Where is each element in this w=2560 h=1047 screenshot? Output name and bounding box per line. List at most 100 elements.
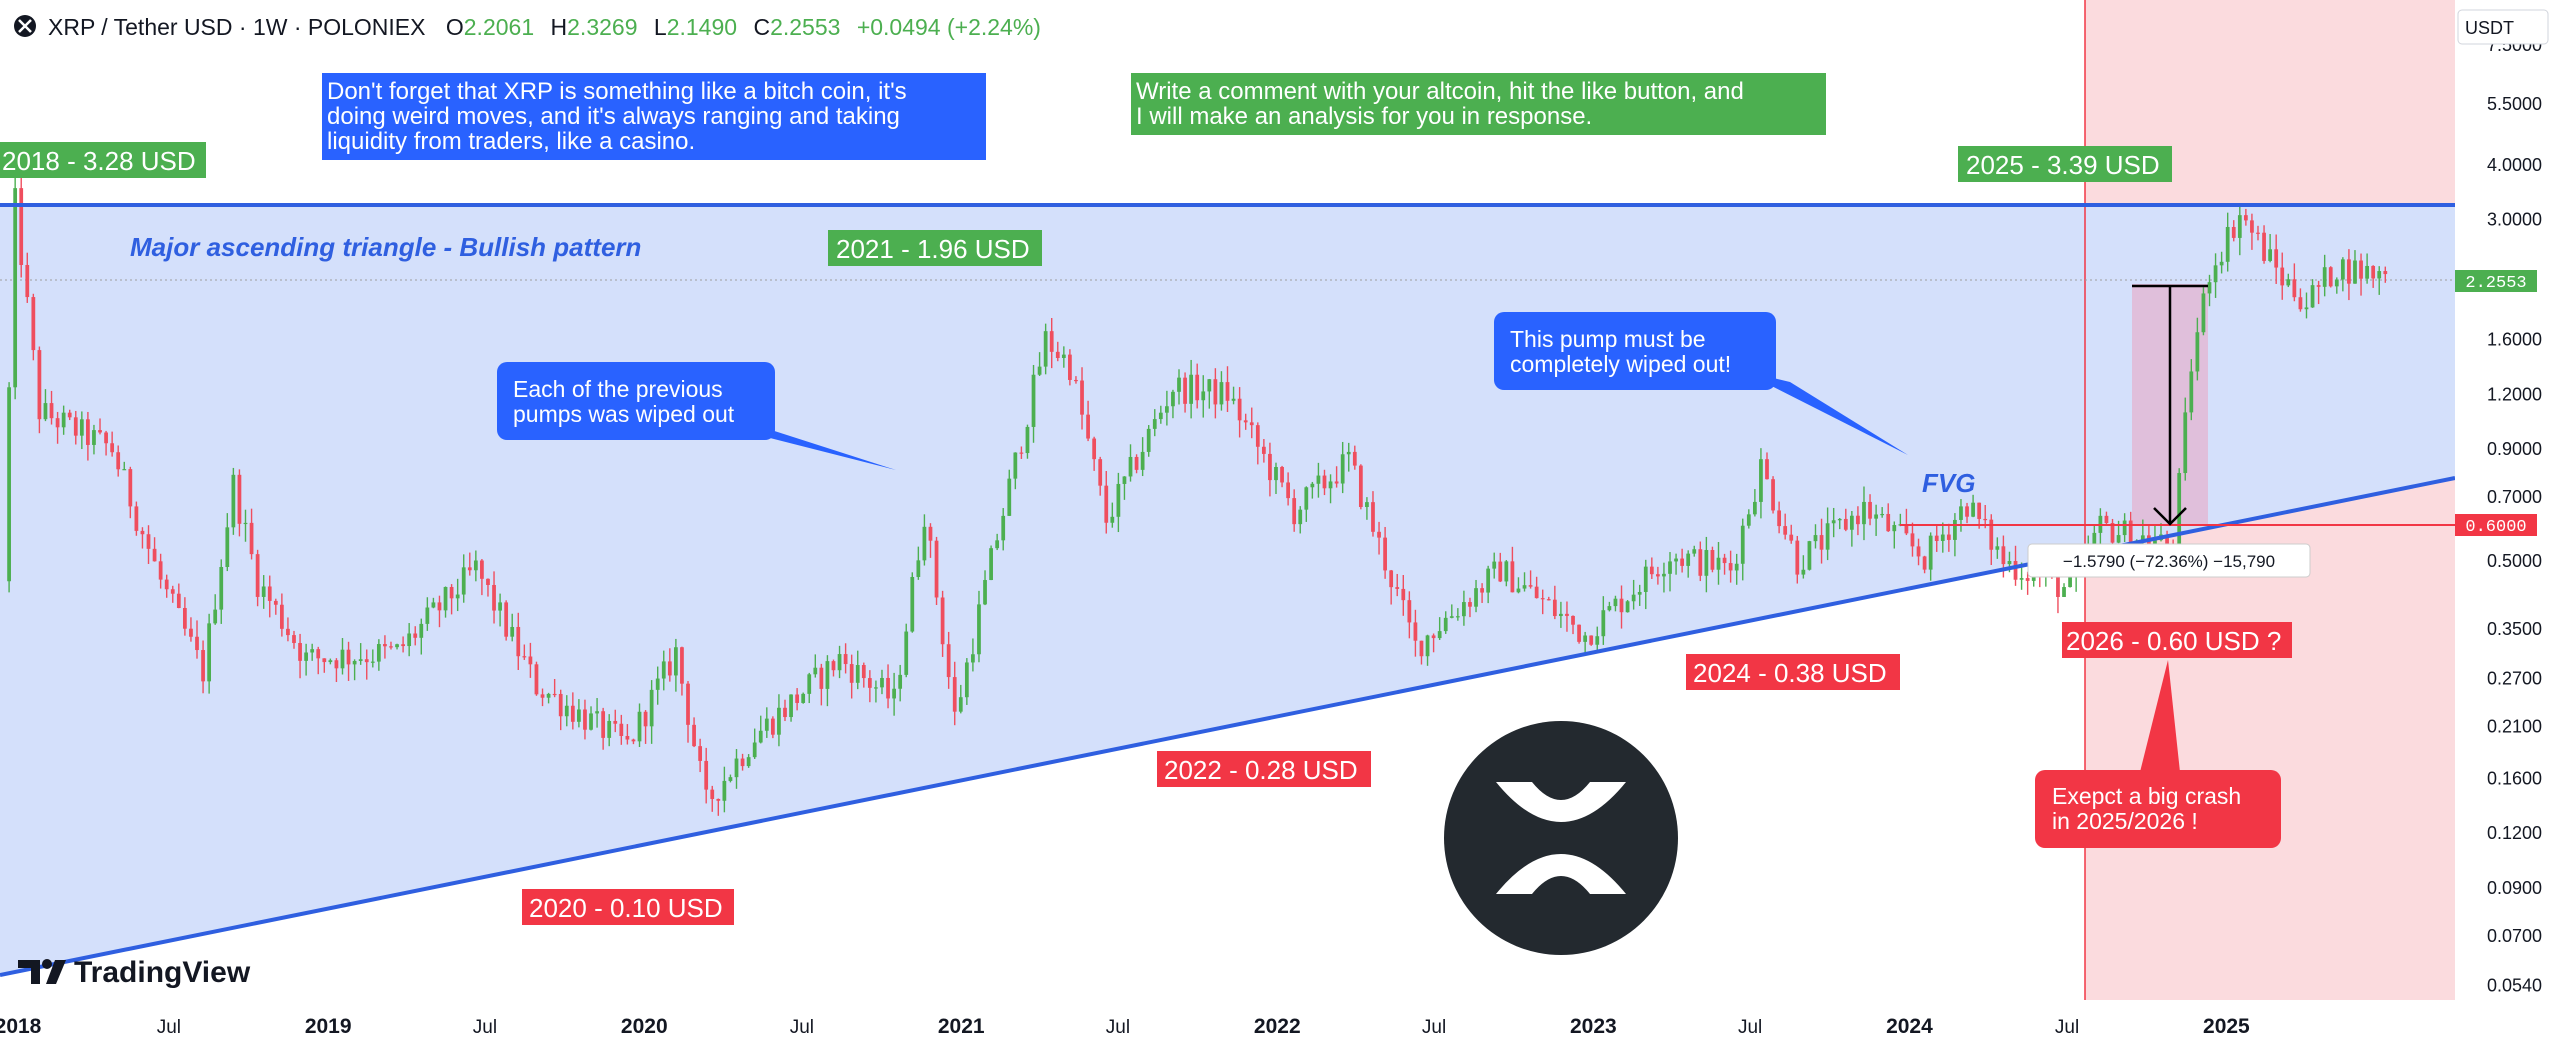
candle-body	[1789, 534, 1794, 541]
label-2026-box	[2062, 622, 2292, 658]
candle-body	[1904, 524, 1909, 534]
candle-body	[613, 720, 618, 724]
price-tick-label: 1.2000	[2487, 384, 2542, 404]
candle-body	[861, 665, 866, 679]
candle-body	[1583, 635, 1588, 642]
candle-body	[1649, 566, 1654, 575]
candle-body	[2340, 259, 2345, 280]
candle-body	[928, 526, 933, 541]
fvg-label: FVG	[1922, 468, 1975, 498]
measure-label: −1.5790 (−72.36%) −15,790	[2063, 552, 2275, 571]
candle-body	[346, 649, 351, 665]
candle-body	[286, 628, 290, 636]
candle-body	[734, 758, 739, 778]
candle-body	[2104, 515, 2109, 524]
candle-body	[631, 739, 636, 742]
candle-body	[1249, 422, 1254, 426]
candle-body	[1419, 640, 1424, 657]
price-tick-label: 0.5000	[2487, 551, 2542, 571]
candle-body	[140, 530, 145, 535]
callout-wipe: This pump must be completely wiped out!	[1510, 326, 1731, 377]
price-axis[interactable]	[2455, 0, 2560, 1000]
label-2020-box	[522, 889, 734, 925]
candle-body	[49, 403, 54, 419]
candle-body	[1783, 526, 1788, 535]
candle-body	[552, 693, 557, 696]
candle-body	[910, 576, 915, 632]
xrp-logo-icon	[1444, 721, 1678, 955]
tradingview-brand[interactable]: TradingView	[74, 956, 251, 989]
candle-body	[2207, 282, 2212, 294]
candle-body	[1880, 513, 1885, 516]
candle-body	[746, 757, 751, 767]
candle-body	[1037, 366, 1042, 375]
symbol-title[interactable]: XRP / Tether USD · 1W · POLONIEX	[48, 14, 425, 40]
candle-body	[704, 760, 709, 790]
high-label: H	[551, 14, 568, 40]
candle-body	[528, 656, 533, 665]
candle-body	[1777, 510, 1781, 527]
candle-body	[1704, 550, 1709, 576]
candle-body	[558, 693, 563, 717]
candle-body	[2268, 249, 2272, 261]
candle-body	[922, 526, 927, 561]
candle-body	[1304, 487, 1309, 510]
price-tick-label: 1.6000	[2487, 329, 2542, 349]
candle-body	[1474, 588, 1478, 607]
candle-body	[1128, 456, 1133, 477]
currency-button-label[interactable]: USDT	[2465, 18, 2514, 38]
candle-body	[1031, 374, 1036, 427]
candle-body	[752, 742, 757, 758]
time-tick-label: 2024	[1886, 1015, 1933, 1038]
candle-body	[2025, 578, 2030, 581]
candle-body	[1055, 351, 1060, 358]
currency-button[interactable]	[2457, 9, 2549, 45]
candle-body	[989, 548, 993, 581]
candle-body	[1140, 451, 1145, 470]
candle-body	[1916, 546, 1921, 557]
candle-body	[1565, 613, 1569, 616]
callout-crash-pointer	[2140, 660, 2180, 772]
price-tick-label: 0.7000	[2487, 487, 2542, 507]
candle-body	[516, 626, 521, 657]
candle-body	[1377, 531, 1381, 538]
time-tick-label: 2019	[305, 1015, 352, 1038]
candle-body	[1837, 518, 1842, 521]
candle-body	[2195, 332, 2200, 372]
candle-body	[570, 705, 575, 722]
callout-wipe-pointer	[1740, 370, 1908, 455]
time-tick-label: 2023	[1570, 1015, 1617, 1038]
candle-body	[1431, 635, 1436, 639]
label-2026: 2026 - 0.60 USD ?	[2066, 626, 2281, 656]
candle-body	[1328, 481, 1333, 489]
pattern-title: Major ascending triangle - Bullish patte…	[130, 232, 641, 262]
candle-body	[2371, 265, 2376, 279]
candle-body	[995, 540, 1000, 549]
candle-body	[449, 587, 454, 599]
note-top-right: Write a comment with your altcoin, hit t…	[1136, 78, 1751, 130]
candle-body	[376, 644, 381, 662]
candle-body	[1886, 513, 1891, 532]
candle-body	[1656, 574, 1660, 577]
candle-body	[231, 474, 236, 528]
time-axis[interactable]	[0, 1000, 2560, 1047]
candle-body	[183, 607, 187, 629]
candle-body	[2153, 540, 2157, 547]
candle-body	[1413, 622, 1418, 641]
candle-body	[1522, 585, 1527, 589]
candle-body	[340, 649, 345, 669]
time-tick-label: 2020	[621, 1015, 668, 1038]
candle-body	[1098, 459, 1103, 486]
candle-body	[1631, 594, 1636, 602]
candle-body	[940, 597, 945, 645]
candle-body	[401, 644, 405, 647]
candle-body	[189, 628, 193, 637]
candle-body	[255, 554, 260, 597]
candle-body	[13, 188, 18, 388]
label-2025-box	[1958, 146, 2172, 182]
candle-body	[607, 720, 612, 738]
label-2022: 2022 - 0.28 USD	[1164, 755, 1358, 785]
candle-body	[595, 711, 599, 714]
time-axis-ticks: 2018 Jul 2019 Jul 2020 Jul 2021 Jul 2022 Jul 2023 J…	[0, 1015, 2250, 1038]
